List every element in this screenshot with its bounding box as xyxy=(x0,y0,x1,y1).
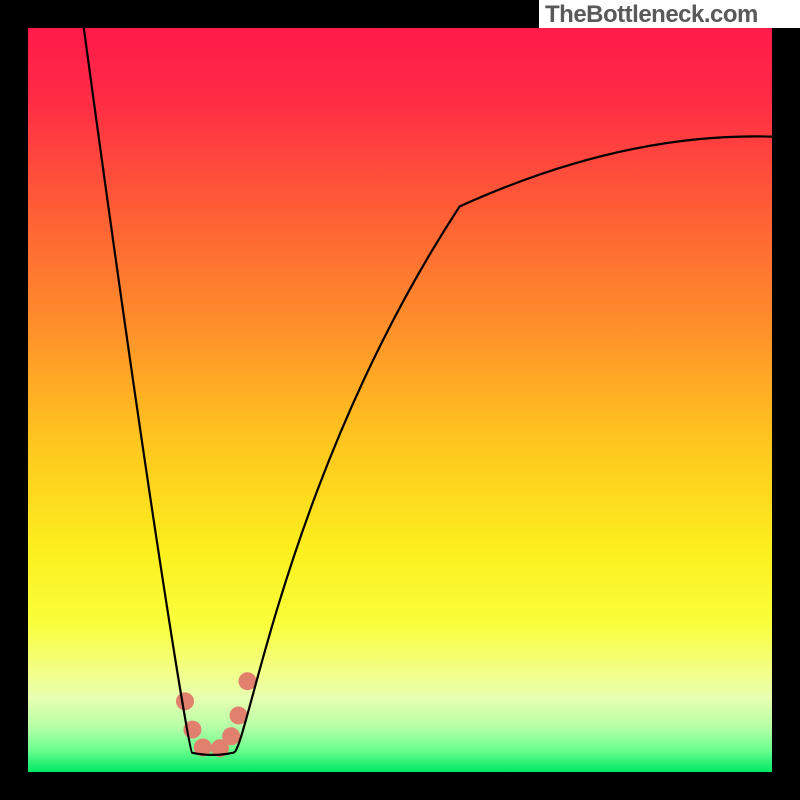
data-dot xyxy=(222,727,240,745)
data-dot xyxy=(176,692,194,710)
bottleneck-chart xyxy=(0,0,800,800)
gradient-background xyxy=(28,28,772,772)
watermark-label: TheBottleneck.com xyxy=(545,1,758,29)
